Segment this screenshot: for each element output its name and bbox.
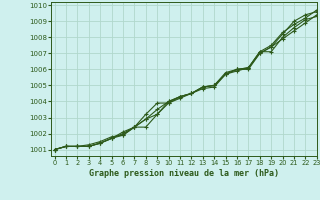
X-axis label: Graphe pression niveau de la mer (hPa): Graphe pression niveau de la mer (hPa) xyxy=(89,169,279,178)
